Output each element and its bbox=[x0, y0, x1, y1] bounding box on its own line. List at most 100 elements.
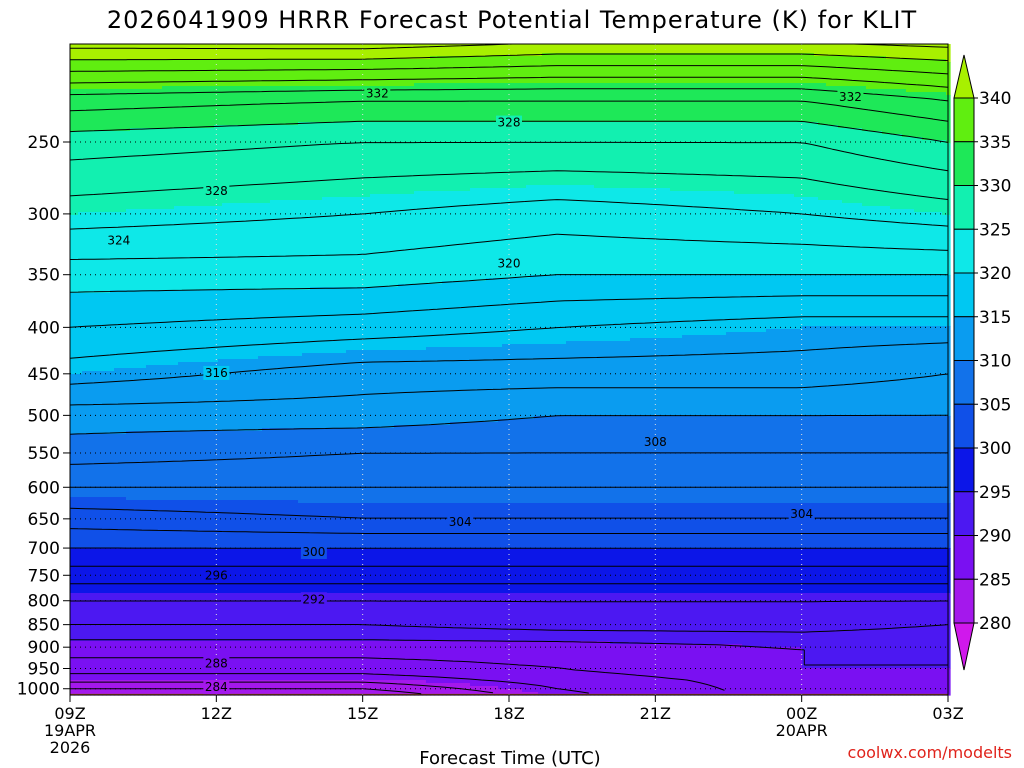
field-cell bbox=[658, 83, 663, 123]
field-cell bbox=[298, 548, 303, 594]
field-cell bbox=[666, 83, 671, 123]
field-cell bbox=[182, 680, 187, 696]
field-cell bbox=[362, 122, 367, 198]
field-cell bbox=[802, 326, 807, 417]
field-cell bbox=[550, 275, 555, 345]
field-cell bbox=[254, 125, 259, 204]
field-cell bbox=[78, 548, 83, 594]
field-cell bbox=[486, 503, 491, 549]
field-cell bbox=[694, 644, 699, 696]
field-cell bbox=[102, 212, 107, 294]
field-cell bbox=[506, 641, 511, 690]
field-cell bbox=[910, 548, 915, 594]
field-cell bbox=[818, 200, 823, 276]
field-cell bbox=[838, 548, 843, 594]
field-cell bbox=[498, 278, 503, 348]
field-cell bbox=[110, 44, 115, 60]
field-cell bbox=[510, 344, 515, 420]
field-cell bbox=[514, 188, 519, 279]
field-cell bbox=[702, 53, 707, 84]
field-cell bbox=[530, 641, 535, 693]
field-cell bbox=[862, 668, 867, 696]
field-cell bbox=[882, 44, 887, 57]
contour-label-bg bbox=[203, 568, 230, 583]
field-cell bbox=[442, 641, 447, 684]
field-cell bbox=[646, 275, 651, 339]
field-cell bbox=[554, 593, 559, 642]
field-cell bbox=[626, 44, 631, 54]
field-cell bbox=[158, 128, 163, 210]
field-cell bbox=[230, 680, 235, 696]
field-cell bbox=[102, 593, 107, 642]
field-cell bbox=[446, 122, 451, 192]
credit-link[interactable]: coolwx.com/modelts bbox=[848, 743, 1012, 762]
field-cell bbox=[270, 593, 275, 642]
field-cell bbox=[498, 548, 503, 594]
field-cell bbox=[598, 341, 603, 417]
field-cell bbox=[406, 503, 411, 549]
field-cell bbox=[782, 53, 787, 84]
field-cell bbox=[146, 548, 151, 594]
field-cell bbox=[202, 86, 207, 129]
field-cell bbox=[350, 44, 355, 60]
y-tick-label: 500 bbox=[28, 406, 60, 426]
field-cell bbox=[794, 122, 799, 198]
field-cell bbox=[102, 548, 107, 594]
field-cell bbox=[194, 593, 199, 642]
field-cell bbox=[818, 83, 823, 126]
field-cell bbox=[914, 137, 919, 213]
field-cell bbox=[882, 134, 887, 207]
field-cell bbox=[670, 416, 675, 504]
field-cell bbox=[794, 83, 799, 123]
field-cell bbox=[474, 83, 479, 123]
field-cell bbox=[798, 53, 803, 84]
field-cell bbox=[550, 641, 555, 696]
field-cell bbox=[514, 278, 519, 345]
field-cell bbox=[126, 89, 131, 132]
field-cell bbox=[562, 185, 567, 276]
contour-label: 288 bbox=[203, 656, 230, 671]
field-cell bbox=[658, 53, 663, 84]
field-cell bbox=[706, 644, 711, 696]
field-cell bbox=[882, 548, 887, 594]
field-cell bbox=[142, 641, 147, 681]
field-cell bbox=[514, 593, 519, 642]
field-cell bbox=[750, 593, 755, 648]
field-cell bbox=[270, 548, 275, 594]
field-cell bbox=[170, 680, 175, 696]
field-cell bbox=[726, 83, 731, 123]
field-cell bbox=[518, 419, 523, 504]
contour-line-322 bbox=[69, 233, 949, 260]
field-cell bbox=[802, 668, 807, 696]
field-cell bbox=[162, 128, 167, 210]
field-cell bbox=[822, 56, 827, 84]
field-cell bbox=[722, 122, 727, 192]
field-cell bbox=[230, 431, 235, 501]
field-cell bbox=[906, 275, 911, 327]
field-cell bbox=[138, 59, 143, 90]
field-cell bbox=[878, 326, 883, 417]
field-cell bbox=[258, 290, 263, 357]
field-cell bbox=[822, 200, 827, 276]
field-cell bbox=[266, 500, 271, 549]
field-cell bbox=[126, 680, 131, 696]
field-cell bbox=[246, 641, 251, 681]
field-cell bbox=[222, 59, 227, 87]
field-cell bbox=[202, 59, 207, 87]
field-cell bbox=[870, 131, 875, 207]
contour-label: 308 bbox=[642, 435, 669, 450]
field-cell bbox=[766, 503, 771, 549]
field-cell bbox=[262, 59, 267, 87]
field-cell bbox=[246, 500, 251, 549]
field-cell bbox=[698, 191, 703, 276]
field-cell bbox=[698, 503, 703, 549]
field-cell bbox=[546, 344, 551, 417]
field-cell bbox=[586, 416, 591, 504]
field-cell bbox=[454, 122, 459, 192]
x-tick-label: 00Z bbox=[786, 704, 817, 723]
field-cell bbox=[602, 641, 607, 696]
field-cell bbox=[882, 275, 887, 327]
field-cell bbox=[198, 206, 203, 291]
field-cell bbox=[78, 131, 83, 213]
field-cell bbox=[458, 548, 463, 594]
